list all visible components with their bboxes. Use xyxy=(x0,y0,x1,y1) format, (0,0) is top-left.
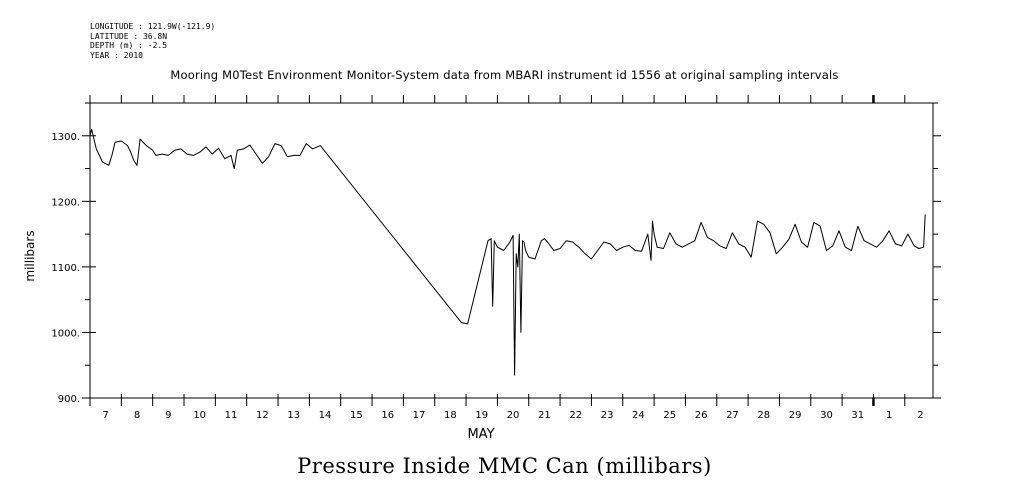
x-tick-label: 2 xyxy=(917,410,923,421)
plot-frame xyxy=(90,103,933,398)
x-ticks: 7 8 9 10 11 12 13 14 15 16 17 18 19 20 21 22 23 24 25 26 27 2… xyxy=(90,95,924,421)
x-tick-label: 14 xyxy=(319,410,332,421)
y-tick-label: 1300. xyxy=(51,132,80,143)
x-tick-label: 11 xyxy=(225,410,238,421)
x-tick-label: 24 xyxy=(632,410,645,421)
x-tick-label: 7 xyxy=(102,410,108,421)
x-tick-label: 23 xyxy=(601,410,614,421)
x-tick-label: 20 xyxy=(507,410,520,421)
x-tick-label: 22 xyxy=(569,410,582,421)
x-tick-label: 27 xyxy=(726,410,739,421)
chart-title: Pressure Inside MMC Can (millibars) xyxy=(0,454,1009,478)
x-tick-label: 30 xyxy=(820,410,833,421)
x-tick-label: 9 xyxy=(165,410,171,421)
series-line xyxy=(90,129,925,375)
x-tick-label: 16 xyxy=(381,410,394,421)
x-tick-label: 28 xyxy=(757,410,770,421)
x-tick-label: 1 xyxy=(886,410,892,421)
y-tick-label: 1000. xyxy=(51,328,80,339)
y-ticks: 900. 1000. 1100. 1200. 1300. xyxy=(51,103,941,405)
x-axis-label: MAY xyxy=(467,427,494,442)
x-tick-label: 18 xyxy=(444,410,457,421)
x-tick-label: 17 xyxy=(413,410,426,421)
x-tick-label: 25 xyxy=(663,410,676,421)
y-tick-label: 1200. xyxy=(51,197,80,208)
x-tick-label: 26 xyxy=(695,410,708,421)
y-axis-label: millibars xyxy=(23,230,37,281)
x-tick-label: 12 xyxy=(256,410,269,421)
y-tick-label: 1100. xyxy=(51,263,80,274)
x-tick-label: 29 xyxy=(789,410,802,421)
x-tick-label: 13 xyxy=(287,410,300,421)
x-tick-label: 10 xyxy=(193,410,206,421)
x-tick-label: 19 xyxy=(475,410,488,421)
x-tick-label: 21 xyxy=(538,410,551,421)
x-tick-label: 31 xyxy=(851,410,864,421)
x-tick-label: 15 xyxy=(350,410,363,421)
y-tick-label: 900. xyxy=(58,394,80,405)
x-tick-label: 8 xyxy=(134,410,140,421)
